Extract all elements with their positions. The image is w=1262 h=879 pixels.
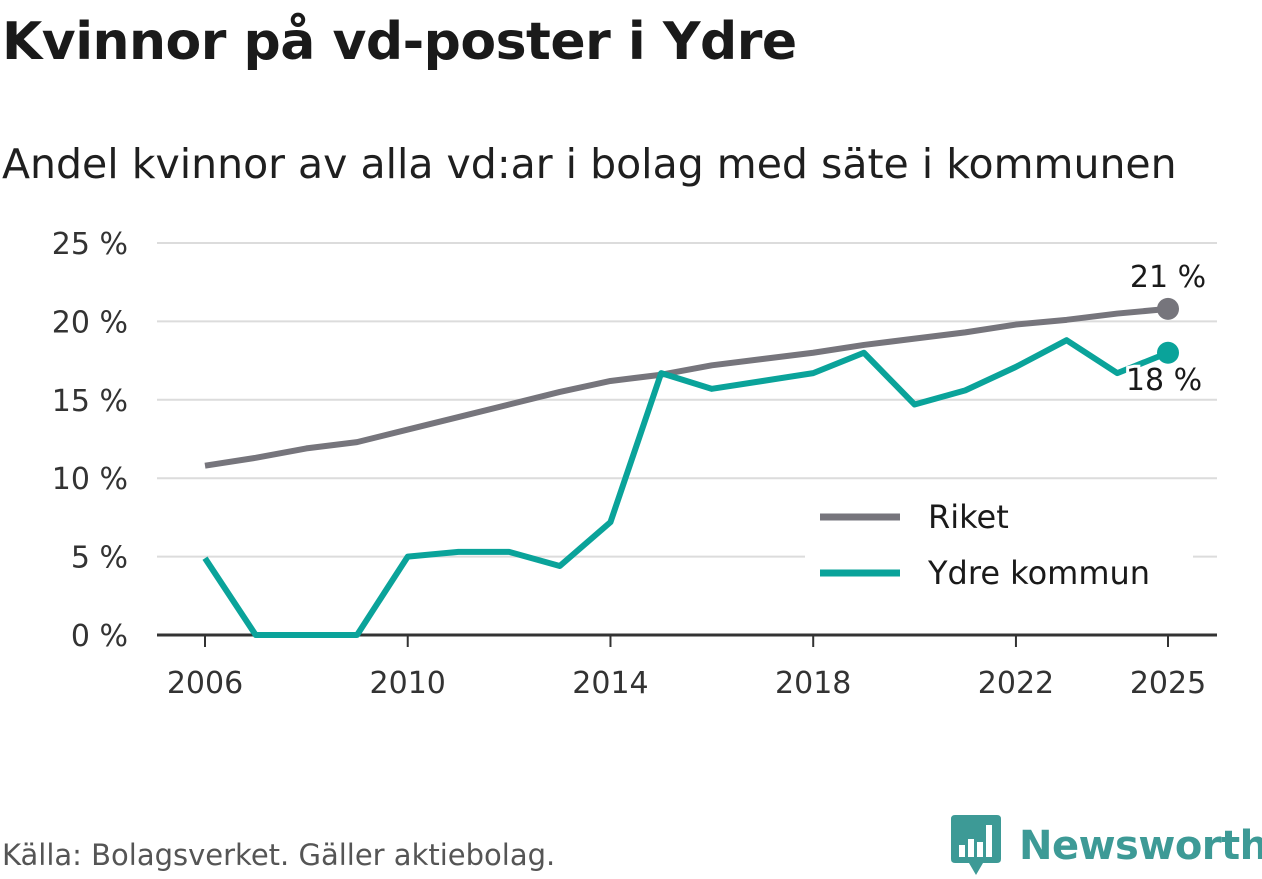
newsworthy-logo: Newsworthy (951, 815, 1262, 877)
legend-label: Riket (928, 498, 1009, 536)
y-tick-label: 15 % (52, 384, 128, 419)
x-tick-label: 2025 (1130, 666, 1206, 701)
legend-box (805, 490, 1193, 598)
x-tick-label: 2014 (572, 666, 648, 701)
series-line-ydre-kommun (202, 337, 1170, 638)
chart-title: Kvinnor på vd-poster i Ydre (2, 12, 797, 72)
legend-label: Ydre kommun (927, 554, 1150, 592)
y-tick-label: 10 % (52, 462, 128, 497)
series-end-marker-ydre-kommun (1157, 341, 1179, 364)
y-tick-label: 20 % (52, 305, 128, 340)
end-label-riket: 21 % (1130, 260, 1206, 295)
y-tick-label: 5 % (71, 541, 128, 576)
brand-name: Newsworthy (1019, 823, 1262, 869)
series-end-marker-riket (1157, 297, 1179, 320)
series-line-riket (204, 305, 1169, 469)
source-note: Källa: Bolagsverket. Gäller aktiebolag. (2, 838, 556, 872)
chart-subtitle: Andel kvinnor av alla vd:ar i bolag med … (2, 140, 1177, 188)
y-tick-label: 0 % (71, 619, 128, 654)
x-tick-label: 2018 (775, 666, 851, 701)
y-tick-label: 25 % (52, 227, 128, 262)
x-tick-label: 2006 (167, 666, 243, 701)
bar-chart-icon (951, 815, 1001, 875)
end-label-ydre: 18 % (1126, 363, 1202, 398)
x-tick-label: 2010 (370, 666, 446, 701)
x-tick-label: 2022 (978, 666, 1054, 701)
